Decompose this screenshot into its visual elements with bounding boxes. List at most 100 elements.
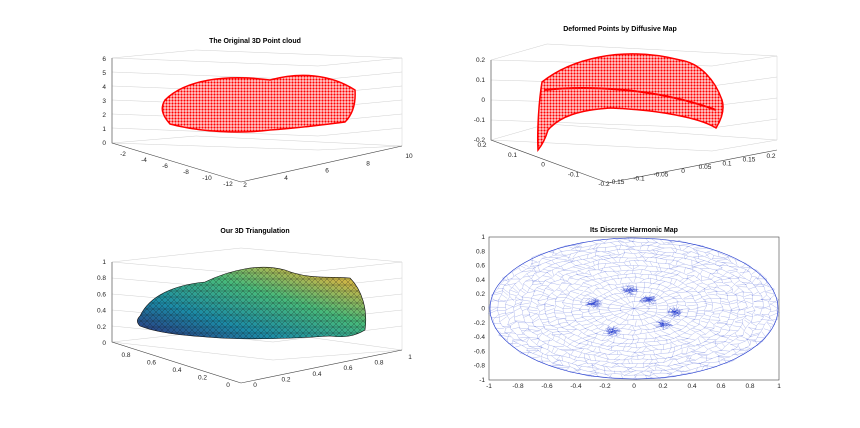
mesh-edge [617, 271, 622, 275]
mesh-edge [712, 355, 720, 359]
mesh-edge [714, 352, 720, 356]
mesh-edge [682, 372, 693, 375]
mesh-edge [728, 302, 730, 305]
mesh-edge [696, 305, 707, 309]
mesh-edge [691, 331, 696, 336]
mesh-edge [553, 349, 559, 354]
mesh-edge [716, 285, 719, 289]
mesh-edge [671, 247, 676, 254]
mesh-edge [593, 261, 595, 266]
mesh-edge [676, 324, 687, 327]
mesh-edge [702, 264, 709, 269]
mesh-edge [653, 362, 660, 366]
mesh-edge [712, 255, 714, 259]
mesh-edge [607, 345, 617, 347]
mesh-edge [598, 328, 605, 331]
mesh-edge [762, 306, 772, 311]
mesh-edge [529, 337, 540, 339]
mesh-edge [579, 347, 588, 350]
axis-lines [490, 60, 778, 184]
mesh-edge [705, 310, 715, 314]
mesh-edge [632, 325, 635, 331]
mesh-edge [642, 260, 650, 262]
mesh-edge [611, 323, 619, 329]
mesh-edge [545, 262, 553, 266]
mesh-edge [591, 241, 598, 245]
mesh-edge [544, 299, 548, 304]
mesh-edge [677, 304, 686, 306]
mesh-edge [513, 347, 521, 354]
mesh-edge [680, 344, 683, 349]
mesh-edge [595, 288, 602, 294]
mesh-edge [565, 245, 575, 249]
mesh-edge [539, 254, 547, 258]
mesh-edge [549, 254, 555, 258]
mesh-edge [515, 299, 523, 301]
mesh-edge [649, 321, 657, 324]
mesh-edge [610, 241, 619, 243]
mesh-edge [748, 348, 751, 350]
mesh-edge [685, 357, 696, 361]
mesh-edge [554, 312, 557, 318]
mesh-edge [623, 269, 629, 275]
mesh-edge [550, 279, 561, 283]
mesh-cluster-edge [676, 312, 680, 318]
mesh-edge [647, 245, 650, 250]
mesh-edge [720, 303, 723, 307]
mesh-edge [576, 273, 586, 275]
mesh-edge [510, 329, 518, 336]
mesh-edge [536, 306, 540, 312]
mesh-edge [670, 327, 675, 332]
mesh-edge [679, 295, 682, 299]
mesh-edge [634, 272, 643, 275]
mesh-edge [681, 252, 689, 255]
mesh-edge [723, 271, 728, 276]
mesh-edge [521, 296, 532, 299]
mesh-edge [717, 252, 728, 257]
y-tick-label: -4 [141, 157, 147, 164]
mesh-edge [533, 268, 537, 274]
mesh-edge [522, 288, 527, 292]
mesh-edge [695, 344, 705, 346]
mesh-edge [614, 370, 616, 374]
mesh-edge [586, 275, 593, 277]
mesh-edge [595, 333, 603, 336]
mesh-edge [702, 262, 711, 265]
mesh-edge [751, 277, 757, 284]
mesh-edge [644, 305, 650, 309]
mesh-cluster-edge [671, 306, 680, 317]
mesh-edge [569, 274, 577, 279]
mesh-edge [769, 303, 778, 309]
mesh-edge [635, 291, 638, 297]
mesh-edge [634, 375, 637, 380]
mesh-edge [605, 365, 612, 372]
mesh-edge [590, 255, 597, 259]
z-tick-label: 0.6 [97, 291, 106, 298]
mesh-edge [729, 340, 734, 343]
axis-lines [111, 262, 403, 384]
mesh-edge [644, 277, 651, 280]
mesh-edge [587, 344, 593, 347]
mesh-edge [649, 245, 661, 248]
mesh-edge [513, 307, 515, 312]
mesh-edge [585, 270, 589, 274]
mesh-edge [677, 249, 689, 253]
mesh-edge [746, 306, 753, 309]
z-tick-labels: -0.2-0.100.10.2 [474, 57, 486, 144]
mesh-edge [575, 265, 585, 268]
mesh-edge [632, 241, 636, 246]
mesh-edge [762, 337, 766, 342]
mesh-edge [687, 342, 696, 347]
mesh-edge [674, 259, 678, 262]
mesh-edge [653, 249, 659, 252]
mesh-edge [582, 335, 591, 339]
mesh-edge [635, 281, 645, 284]
mesh-edge [542, 258, 551, 261]
mesh-edge [587, 254, 589, 259]
mesh-edge [686, 312, 688, 317]
mesh-edge [724, 351, 730, 355]
mesh-edge [716, 270, 719, 274]
mesh-edge [685, 281, 694, 285]
mesh-edge [505, 311, 514, 314]
mesh-edge [625, 242, 628, 246]
